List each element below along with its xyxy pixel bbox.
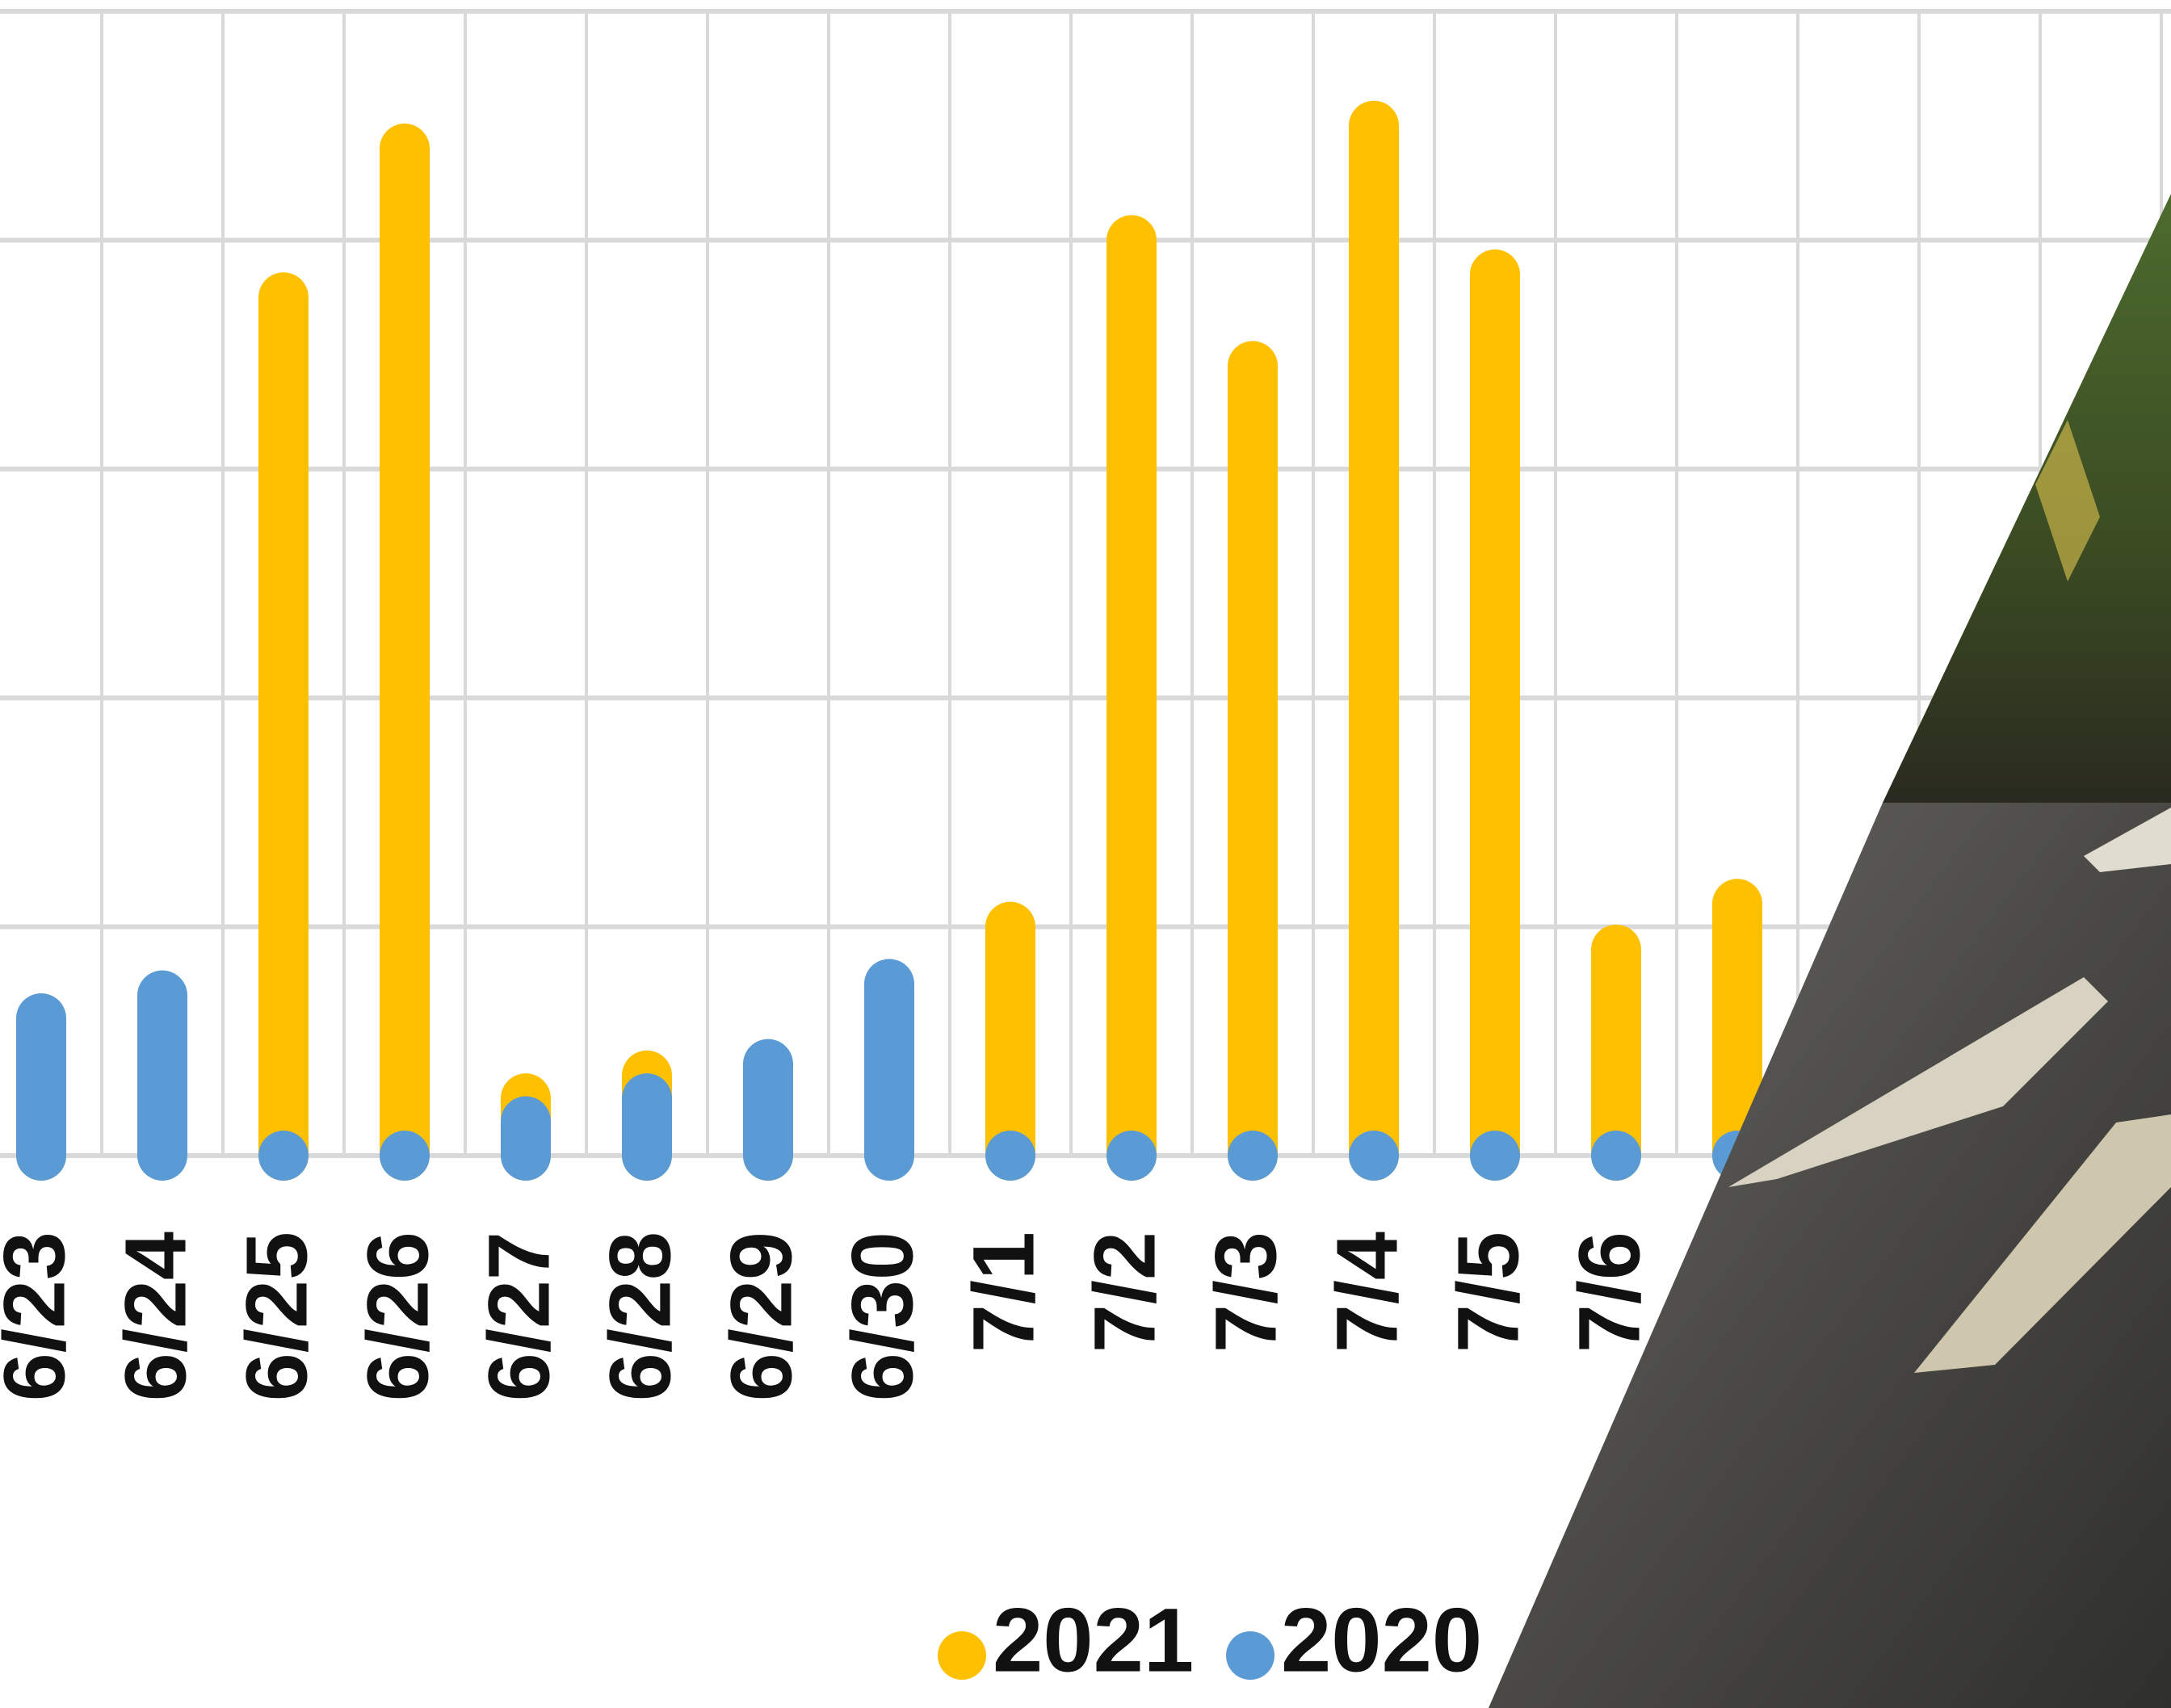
dot-column [258,1131,309,1181]
dot-column [1470,1131,1520,1181]
legend-marker [938,1631,986,1680]
dot-column [16,992,66,1181]
x-tick-label: 7/2 [1076,1232,1174,1353]
dot-column [380,1131,430,1181]
legend: 2021 2020 [938,1590,1482,1691]
dot-column [380,124,430,1181]
legend-marker [1226,1631,1274,1680]
photo-leaf [2035,420,2100,581]
dot-column [985,1131,1035,1181]
x-tick-label: 6/25 [228,1232,325,1401]
photo [1489,194,2171,1708]
x-tick-label: 6/27 [470,1232,568,1401]
photo-plants [1883,194,2171,803]
photo-debris [2084,808,2171,872]
x-tick-label: 6/23 [0,1232,83,1401]
x-tick-label: 6/24 [107,1232,204,1401]
dot-column [501,1096,551,1181]
x-tick-label: 6/29 [712,1232,810,1401]
dot-column [1591,1131,1641,1181]
dot-column [864,959,914,1181]
legend-label: 2021 [993,1590,1194,1691]
dot-column [743,1039,793,1181]
photo-debris [1914,1114,2171,1373]
dot-column [1349,1131,1399,1181]
dot-column [622,1073,672,1181]
x-tick-label: 7/5 [1439,1232,1537,1353]
dot-column [1712,879,1762,1181]
x-tick-label: 6/30 [834,1232,931,1401]
dot-column [1470,249,1520,1181]
legend-label: 2020 [1281,1590,1482,1691]
dot-column [985,901,1035,1181]
dot-column [1228,341,1278,1181]
x-tick-label: 6/28 [591,1232,689,1401]
x-tick-label: 7/6 [1560,1232,1658,1353]
dot-column [137,970,187,1181]
dot-column [258,272,309,1181]
dot-column [1106,1131,1157,1181]
dot-column [1349,100,1399,1181]
x-tick-label: 7/4 [1318,1232,1416,1353]
x-tick-label: 7/3 [1197,1232,1295,1353]
dot-column [1228,1131,1278,1181]
x-tick-label: 7/1 [955,1232,1052,1353]
dot-column [1591,924,1641,1181]
photo-debris [1728,977,2108,1187]
dot-column [1106,215,1157,1181]
x-tick-label: 6/26 [349,1232,447,1401]
